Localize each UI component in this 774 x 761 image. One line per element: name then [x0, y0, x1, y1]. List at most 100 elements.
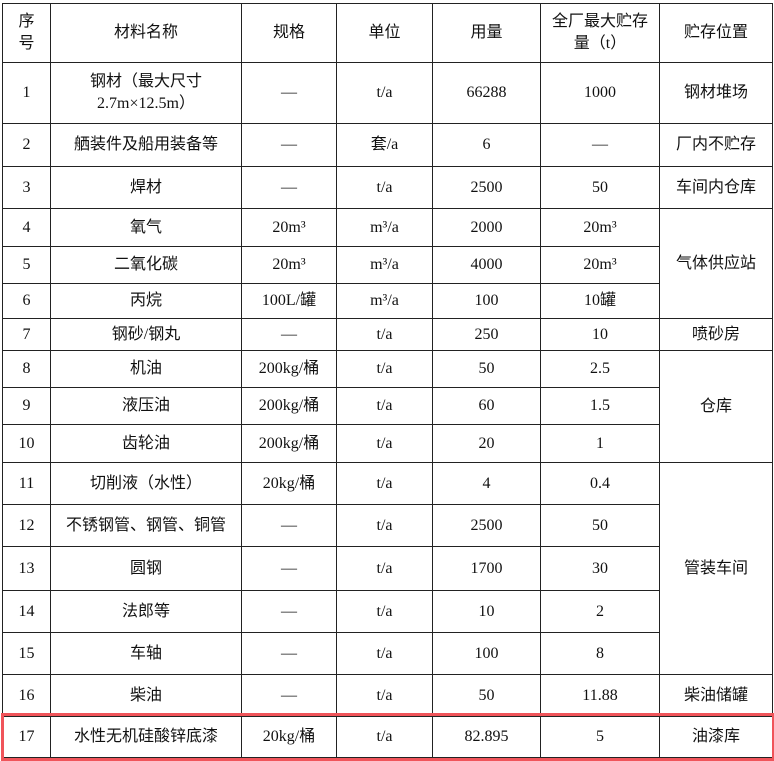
cell-max-storage: 20m³: [540, 208, 660, 247]
cell-unit: t/a: [336, 546, 433, 591]
table-row: 16 柴油 — t/a 50 11.88 柴油储罐: [2, 674, 773, 717]
cell-spec: 100L/罐: [241, 283, 337, 319]
table-row: 4 氧气 20m³ m³/a 2000 20m³ 气体供应站: [2, 208, 773, 319]
cell-max-storage: 1.5: [540, 387, 660, 425]
table-row: 5 二氧化碳 20m³ m³/a 4000 20m³: [2, 246, 773, 284]
cell-usage: 6: [432, 123, 541, 167]
header-max-storage: 全厂最大贮存量（t）: [540, 3, 660, 63]
header-name: 材料名称: [50, 3, 242, 63]
cell-name: 焊材: [50, 166, 242, 209]
cell-name: 切削液（水性）: [50, 462, 242, 505]
cell-usage: 50: [432, 674, 541, 717]
cell-spec: 200kg/桶: [241, 350, 337, 388]
header-spec: 规格: [241, 3, 337, 63]
cell-usage: 50: [432, 350, 541, 388]
cell-no: 17: [2, 716, 51, 758]
table-row: 15 车轴 — t/a 100 8: [2, 632, 773, 675]
cell-name: 机油: [50, 350, 242, 388]
cell-name: 柴油: [50, 674, 242, 717]
cell-unit: t/a: [336, 350, 433, 388]
cell-max-storage: —: [540, 123, 660, 167]
cell-max-storage: 10: [540, 318, 660, 351]
materials-table: 序号 材料名称 规格 单位 用量 全厂最大贮存量（t） 贮存位置 1 钢材（最大尺…: [2, 3, 773, 758]
cell-max-storage: 20m³: [540, 246, 660, 284]
cell-name: 钢材（最大尺寸2.7m×12.5m）: [50, 62, 242, 124]
cell-name: 齿轮油: [50, 424, 242, 463]
cell-spec: 20m³: [241, 208, 337, 247]
cell-location: 钢材堆场: [659, 62, 773, 124]
cell-spec: —: [241, 546, 337, 591]
cell-usage: 2500: [432, 166, 541, 209]
table-row: 8 机油 200kg/桶 t/a 50 2.5 仓库: [2, 350, 773, 463]
cell-max-storage: 30: [540, 546, 660, 591]
cell-spec: —: [241, 123, 337, 167]
table-row: 3 焊材 — t/a 2500 50 车间内仓库: [2, 166, 773, 209]
cell-no: 6: [2, 283, 51, 319]
cell-unit: t/a: [336, 424, 433, 463]
cell-max-storage: 8: [540, 632, 660, 675]
cell-name: 钢砂/钢丸: [50, 318, 242, 351]
cell-spec: 20kg/桶: [241, 716, 337, 758]
cell-unit: t/a: [336, 62, 433, 124]
cell-no: 9: [2, 387, 51, 425]
cell-unit: t/a: [336, 387, 433, 425]
cell-usage: 2000: [432, 208, 541, 247]
cell-no: 8: [2, 350, 51, 388]
cell-no: 10: [2, 424, 51, 463]
cell-name: 圆钢: [50, 546, 242, 591]
cell-usage: 82.895: [432, 716, 541, 758]
cell-name: 氧气: [50, 208, 242, 247]
cell-name: 车轴: [50, 632, 242, 675]
cell-usage: 4: [432, 462, 541, 505]
header-row: 序号 材料名称 规格 单位 用量 全厂最大贮存量（t） 贮存位置: [2, 3, 773, 63]
cell-no: 16: [2, 674, 51, 717]
cell-name: 二氧化碳: [50, 246, 242, 284]
cell-usage: 2500: [432, 504, 541, 547]
table-row: 11 切削液（水性） 20kg/桶 t/a 4 0.4 管装车间: [2, 462, 773, 675]
cell-no: 12: [2, 504, 51, 547]
cell-unit: t/a: [336, 462, 433, 505]
cell-spec: —: [241, 632, 337, 675]
cell-unit: m³/a: [336, 208, 433, 247]
table-row: 9 液压油 200kg/桶 t/a 60 1.5: [2, 387, 773, 425]
cell-no: 11: [2, 462, 51, 505]
cell-max-storage: 10罐: [540, 283, 660, 319]
cell-no: 14: [2, 590, 51, 633]
cell-max-storage: 1: [540, 424, 660, 463]
cell-unit: t/a: [336, 632, 433, 675]
cell-no: 13: [2, 546, 51, 591]
table-row: 2 舾装件及船用装备等 — 套/a 6— 厂内不贮存: [2, 123, 773, 167]
cell-usage: 66288: [432, 62, 541, 124]
cell-location: 油漆库: [659, 716, 773, 758]
cell-spec: —: [241, 62, 337, 124]
cell-spec: —: [241, 166, 337, 209]
cell-max-storage: 2.5: [540, 350, 660, 388]
cell-usage: 250: [432, 318, 541, 351]
cell-no: 5: [2, 246, 51, 284]
cell-usage: 100: [432, 283, 541, 319]
cell-name: 水性无机硅酸锌底漆: [50, 716, 242, 758]
cell-unit: t/a: [336, 590, 433, 633]
cell-spec: —: [241, 318, 337, 351]
cell-spec: —: [241, 590, 337, 633]
cell-spec: 200kg/桶: [241, 387, 337, 425]
cell-usage: 100: [432, 632, 541, 675]
table-row: 12 不锈钢管、钢管、铜管 — t/a 2500 50: [2, 504, 773, 547]
cell-unit: m³/a: [336, 246, 433, 284]
cell-max-storage: 50: [540, 166, 660, 209]
cell-usage: 1700: [432, 546, 541, 591]
table-row: 17 水性无机硅酸锌底漆 20kg/桶 t/a 82.895 5 油漆库: [2, 716, 773, 758]
cell-spec: —: [241, 674, 337, 717]
cell-unit: t/a: [336, 318, 433, 351]
table-row: 1 钢材（最大尺寸2.7m×12.5m） — t/a 66288 1000 钢材堆场: [2, 62, 773, 124]
cell-name: 丙烷: [50, 283, 242, 319]
table-row: 7 钢砂/钢丸 — t/a 250 10 喷砂房: [2, 318, 773, 351]
cell-max-storage: 5: [540, 716, 660, 758]
cell-location: 管装车间: [659, 462, 773, 675]
cell-spec: 20kg/桶: [241, 462, 337, 505]
cell-name: 不锈钢管、钢管、铜管: [50, 504, 242, 547]
cell-name: 舾装件及船用装备等: [50, 123, 242, 167]
cell-usage: 10: [432, 590, 541, 633]
cell-usage: 4000: [432, 246, 541, 284]
cell-name: 液压油: [50, 387, 242, 425]
